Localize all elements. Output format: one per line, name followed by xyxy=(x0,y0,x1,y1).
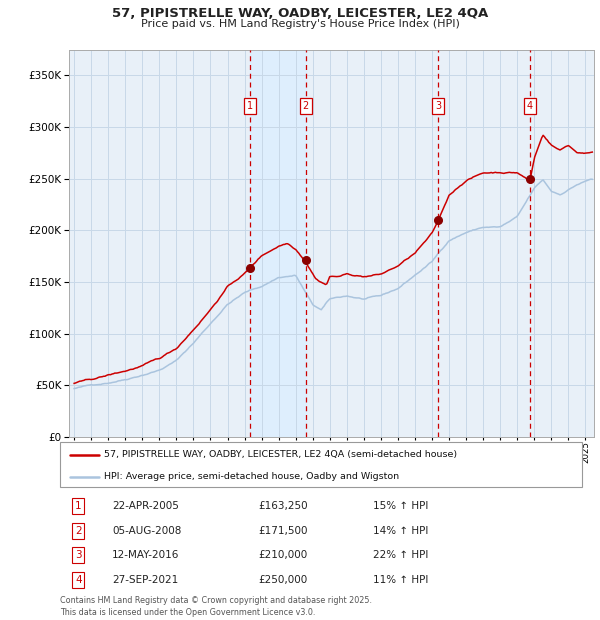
Text: 15% ↑ HPI: 15% ↑ HPI xyxy=(373,501,428,511)
Text: Contains HM Land Registry data © Crown copyright and database right 2025.
This d: Contains HM Land Registry data © Crown c… xyxy=(60,596,372,617)
Text: £250,000: £250,000 xyxy=(259,575,308,585)
Text: 05-AUG-2008: 05-AUG-2008 xyxy=(112,526,182,536)
Bar xyxy=(250,50,306,437)
Text: 22-APR-2005: 22-APR-2005 xyxy=(112,501,179,511)
Text: £163,250: £163,250 xyxy=(259,501,308,511)
Text: 11% ↑ HPI: 11% ↑ HPI xyxy=(373,575,428,585)
Text: 12-MAY-2016: 12-MAY-2016 xyxy=(112,551,179,560)
Text: 22% ↑ HPI: 22% ↑ HPI xyxy=(373,551,428,560)
Text: 57, PIPISTRELLE WAY, OADBY, LEICESTER, LE2 4QA: 57, PIPISTRELLE WAY, OADBY, LEICESTER, L… xyxy=(112,7,488,20)
Text: £210,000: £210,000 xyxy=(259,551,308,560)
Text: 27-SEP-2021: 27-SEP-2021 xyxy=(112,575,178,585)
Text: £171,500: £171,500 xyxy=(259,526,308,536)
Text: 4: 4 xyxy=(75,575,82,585)
Text: 57, PIPISTRELLE WAY, OADBY, LEICESTER, LE2 4QA (semi-detached house): 57, PIPISTRELLE WAY, OADBY, LEICESTER, L… xyxy=(104,450,457,459)
Text: 2: 2 xyxy=(75,526,82,536)
Text: 4: 4 xyxy=(527,101,533,111)
Text: 14% ↑ HPI: 14% ↑ HPI xyxy=(373,526,428,536)
Text: Price paid vs. HM Land Registry's House Price Index (HPI): Price paid vs. HM Land Registry's House … xyxy=(140,19,460,29)
Text: 1: 1 xyxy=(75,501,82,511)
Text: 1: 1 xyxy=(247,101,253,111)
FancyBboxPatch shape xyxy=(60,442,582,487)
Text: 2: 2 xyxy=(302,101,309,111)
Text: HPI: Average price, semi-detached house, Oadby and Wigston: HPI: Average price, semi-detached house,… xyxy=(104,472,400,481)
Text: 3: 3 xyxy=(75,551,82,560)
Text: 3: 3 xyxy=(435,101,441,111)
